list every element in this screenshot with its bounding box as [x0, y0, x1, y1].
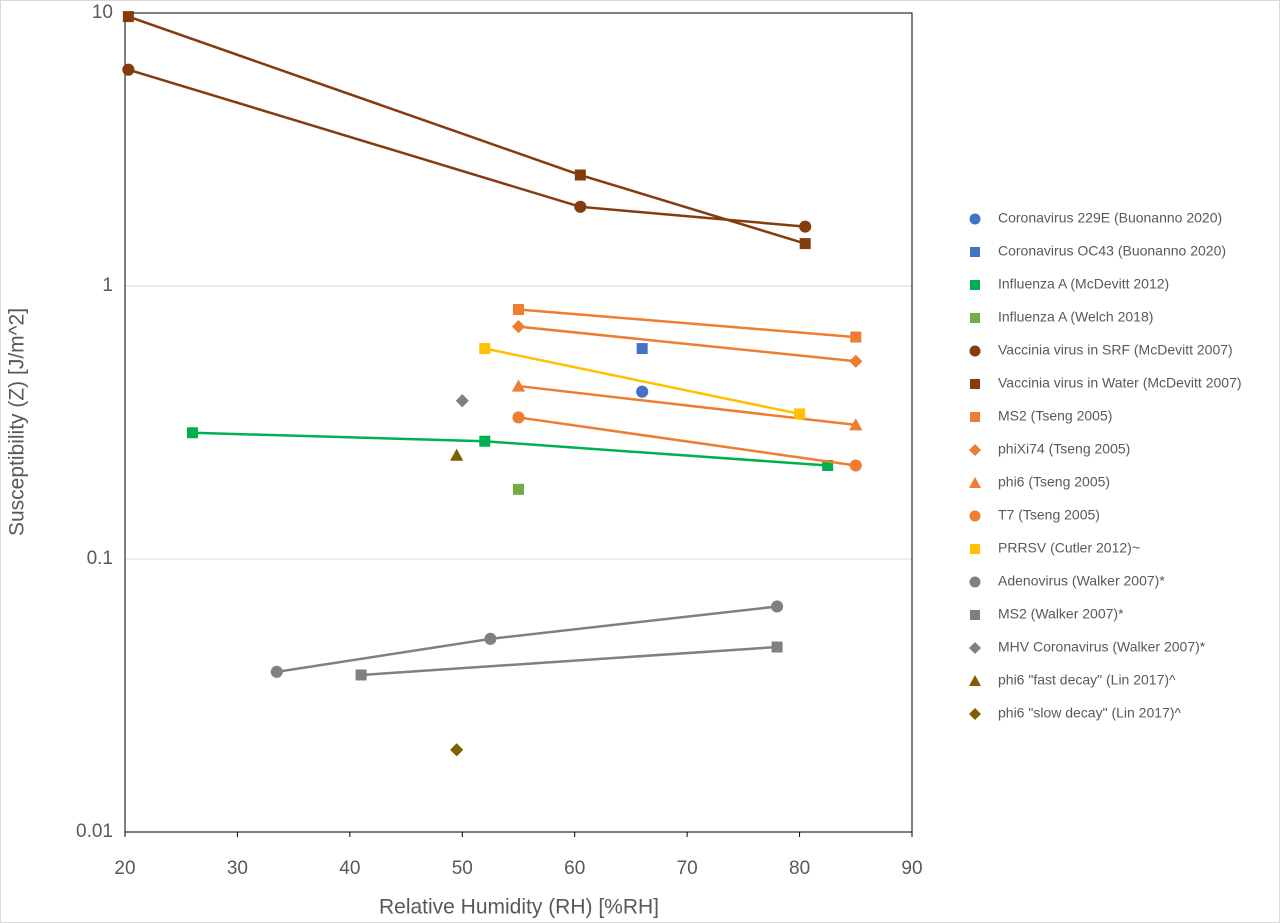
marker	[771, 600, 784, 613]
legend-label: T7 (Tseng 2005)	[998, 507, 1100, 523]
marker	[850, 331, 862, 343]
legend-label: MS2 (Tseng 2005)	[998, 408, 1112, 424]
legend-label: phi6 (Tseng 2005)	[998, 474, 1110, 490]
y-axis-title: Susceptibility (Z) [J/m^2]	[6, 308, 29, 536]
x-tick-label: 50	[452, 858, 473, 879]
legend-marker	[969, 444, 981, 456]
legend-label: PRRSV (Cutler 2012)~	[998, 540, 1140, 556]
x-tick-label: 80	[789, 858, 810, 879]
legend-label: MS2 (Walker 2007)*	[998, 606, 1124, 622]
legend-marker	[969, 576, 981, 588]
legend-label: phiXi74 (Tseng 2005)	[998, 441, 1130, 457]
legend-marker	[970, 610, 980, 620]
x-tick-label: 90	[901, 858, 922, 879]
series-line	[484, 347, 800, 416]
series-line	[361, 645, 778, 677]
legend-label: Coronavirus 229E (Buonanno 2020)	[998, 210, 1222, 226]
marker	[771, 641, 783, 653]
marker	[484, 632, 497, 645]
y-tick-label: 0.01	[76, 821, 113, 842]
series-line	[518, 325, 856, 363]
marker	[636, 343, 648, 355]
legend-marker	[969, 477, 981, 488]
marker	[455, 394, 469, 408]
marker	[511, 320, 526, 334]
series-line	[518, 416, 856, 467]
legend-label: MHV Coronavirus (Walker 2007)*	[998, 639, 1206, 655]
legend-marker	[970, 280, 980, 290]
legend-label: Influenza A (Welch 2018)	[998, 309, 1153, 325]
marker	[511, 379, 526, 392]
marker	[355, 669, 367, 681]
marker	[636, 385, 649, 398]
legend-marker	[970, 313, 980, 323]
legend-label: Adenovirus (Walker 2007)*	[998, 573, 1165, 589]
legend-marker	[969, 675, 981, 686]
legend-marker	[969, 510, 981, 522]
legend-label: Coronavirus OC43 (Buonanno 2020)	[998, 243, 1226, 259]
marker	[450, 448, 464, 461]
marker	[849, 418, 863, 431]
legend-label: Vaccinia virus in SRF (McDevitt 2007)	[998, 342, 1233, 358]
x-tick-label: 70	[677, 858, 698, 879]
legend-marker	[970, 247, 980, 257]
marker	[849, 354, 863, 368]
marker	[513, 304, 524, 316]
legend-label: Vaccinia virus in Water (McDevitt 2007)	[998, 375, 1242, 391]
legend-label: Influenza A (McDevitt 2012)	[998, 276, 1169, 292]
plot-border	[124, 12, 913, 833]
y-tick-label: 10	[92, 2, 113, 23]
x-axis-title: Relative Humidity (RH) [%RH]	[379, 896, 659, 919]
legend-label: phi6 "fast decay" (Lin 2017)^	[998, 672, 1176, 688]
marker	[450, 743, 464, 757]
x-tick-label: 60	[564, 858, 585, 879]
x-tick-label: 20	[114, 858, 135, 879]
legend-marker	[970, 412, 980, 422]
marker	[512, 411, 525, 424]
legend-marker	[969, 708, 981, 720]
marker	[479, 343, 491, 355]
legend-label: phi6 "slow decay" (Lin 2017)^	[998, 705, 1181, 721]
marker	[270, 665, 283, 678]
legend-marker	[970, 379, 980, 389]
marker	[799, 220, 812, 233]
marker	[849, 459, 862, 472]
marker	[122, 11, 134, 23]
marker	[574, 169, 586, 181]
legend-marker	[969, 642, 981, 654]
marker	[186, 427, 198, 439]
marker	[822, 460, 834, 472]
legend-marker	[970, 544, 980, 554]
marker	[574, 200, 587, 213]
series-line	[518, 308, 856, 339]
y-tick-label: 1	[102, 275, 113, 296]
legend-marker	[969, 213, 981, 225]
marker	[799, 238, 811, 250]
x-tick-label: 30	[227, 858, 248, 879]
marker	[122, 63, 135, 76]
x-tick-label: 40	[339, 858, 360, 879]
legend-marker	[969, 345, 981, 357]
y-tick-label: 0.1	[87, 548, 113, 569]
marker	[479, 435, 491, 447]
marker	[794, 408, 806, 420]
marker	[513, 483, 524, 495]
